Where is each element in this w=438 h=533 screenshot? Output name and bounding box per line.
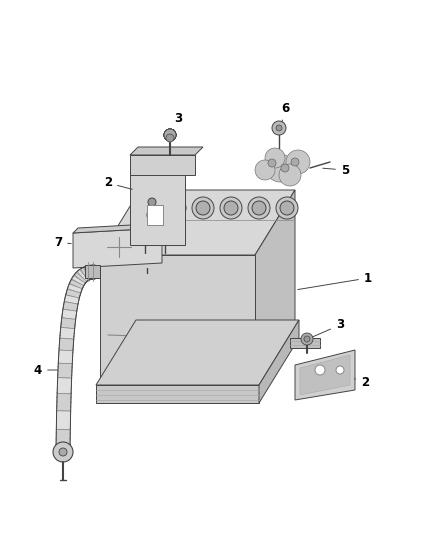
Circle shape: [280, 201, 294, 215]
Circle shape: [192, 197, 214, 219]
Polygon shape: [56, 430, 71, 450]
Polygon shape: [69, 279, 84, 289]
Text: 6: 6: [281, 101, 289, 122]
Polygon shape: [57, 411, 71, 430]
Text: 1: 1: [298, 271, 372, 289]
Circle shape: [279, 164, 301, 186]
Polygon shape: [64, 295, 79, 304]
Polygon shape: [300, 355, 350, 395]
Circle shape: [248, 197, 270, 219]
Text: 5: 5: [323, 164, 349, 176]
Circle shape: [255, 160, 275, 180]
Polygon shape: [73, 228, 162, 268]
Circle shape: [268, 159, 276, 167]
Circle shape: [224, 201, 238, 215]
Text: 2: 2: [104, 176, 132, 190]
Circle shape: [168, 201, 182, 215]
Polygon shape: [59, 338, 74, 351]
Polygon shape: [57, 378, 72, 394]
Polygon shape: [66, 289, 81, 298]
Circle shape: [166, 134, 174, 142]
Polygon shape: [85, 265, 100, 278]
Polygon shape: [74, 272, 87, 284]
Text: 3: 3: [313, 319, 344, 337]
Circle shape: [164, 129, 176, 141]
Circle shape: [147, 207, 163, 223]
Polygon shape: [62, 309, 77, 319]
Circle shape: [304, 336, 310, 342]
Circle shape: [272, 121, 286, 135]
Text: 2: 2: [355, 376, 369, 389]
Circle shape: [53, 442, 73, 462]
Circle shape: [220, 197, 242, 219]
Polygon shape: [81, 268, 90, 281]
Polygon shape: [61, 318, 76, 329]
Circle shape: [265, 148, 285, 168]
Circle shape: [164, 129, 176, 141]
Polygon shape: [67, 284, 82, 293]
Circle shape: [164, 129, 176, 141]
Polygon shape: [73, 223, 167, 233]
Polygon shape: [58, 350, 73, 364]
Circle shape: [301, 333, 313, 345]
Circle shape: [164, 129, 176, 141]
Circle shape: [276, 197, 298, 219]
Polygon shape: [130, 147, 203, 155]
Polygon shape: [147, 205, 163, 225]
Circle shape: [164, 129, 176, 141]
Polygon shape: [60, 327, 74, 339]
Circle shape: [266, 154, 294, 182]
Text: 3: 3: [174, 111, 182, 131]
Circle shape: [281, 164, 289, 172]
Polygon shape: [290, 338, 320, 348]
Circle shape: [148, 198, 156, 206]
Circle shape: [144, 194, 160, 210]
Polygon shape: [72, 276, 85, 286]
Circle shape: [196, 201, 210, 215]
Polygon shape: [88, 265, 93, 279]
Polygon shape: [58, 363, 72, 378]
Polygon shape: [63, 302, 78, 311]
Polygon shape: [295, 350, 355, 400]
Polygon shape: [130, 165, 185, 245]
Circle shape: [59, 448, 67, 456]
Polygon shape: [57, 393, 71, 411]
Circle shape: [276, 125, 282, 131]
Text: 4: 4: [34, 364, 57, 376]
Circle shape: [252, 201, 266, 215]
Circle shape: [286, 150, 310, 174]
Polygon shape: [77, 270, 88, 282]
Circle shape: [164, 197, 186, 219]
Polygon shape: [96, 385, 259, 403]
Polygon shape: [255, 190, 295, 385]
Text: 7: 7: [54, 236, 71, 248]
Circle shape: [291, 158, 299, 166]
Polygon shape: [100, 255, 255, 385]
Polygon shape: [84, 266, 92, 280]
Circle shape: [315, 365, 325, 375]
Circle shape: [164, 129, 176, 141]
Polygon shape: [96, 320, 299, 385]
Polygon shape: [130, 155, 195, 175]
Polygon shape: [259, 320, 299, 403]
Polygon shape: [92, 265, 95, 279]
Circle shape: [336, 366, 344, 374]
Polygon shape: [100, 190, 295, 255]
